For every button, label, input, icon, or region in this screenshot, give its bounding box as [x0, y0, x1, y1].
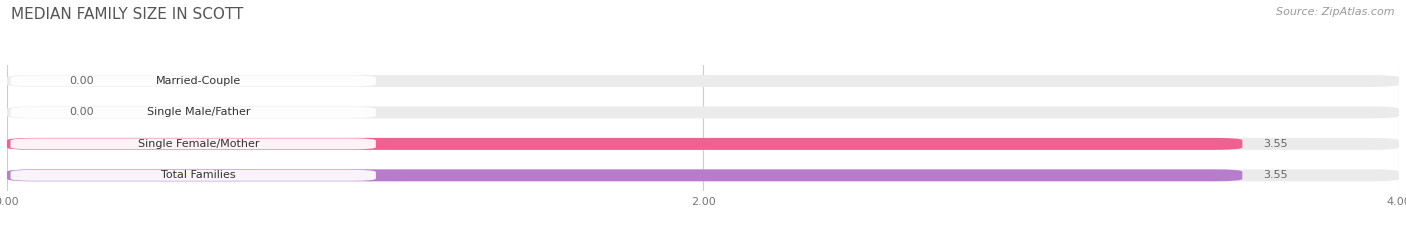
FancyBboxPatch shape: [7, 138, 1399, 150]
FancyBboxPatch shape: [7, 106, 1399, 118]
Text: Single Male/Father: Single Male/Father: [146, 107, 250, 117]
FancyBboxPatch shape: [10, 170, 375, 181]
FancyBboxPatch shape: [7, 138, 1243, 150]
FancyBboxPatch shape: [7, 75, 1399, 87]
FancyBboxPatch shape: [7, 169, 1243, 181]
Text: 3.55: 3.55: [1263, 139, 1288, 149]
Text: Married-Couple: Married-Couple: [156, 76, 240, 86]
FancyBboxPatch shape: [7, 169, 1399, 181]
Text: Source: ZipAtlas.com: Source: ZipAtlas.com: [1277, 7, 1395, 17]
Text: 0.00: 0.00: [70, 107, 94, 117]
FancyBboxPatch shape: [10, 107, 375, 118]
FancyBboxPatch shape: [10, 138, 375, 149]
Text: Total Families: Total Families: [162, 170, 236, 180]
Text: 0.00: 0.00: [70, 76, 94, 86]
Text: 3.55: 3.55: [1263, 170, 1288, 180]
Text: MEDIAN FAMILY SIZE IN SCOTT: MEDIAN FAMILY SIZE IN SCOTT: [11, 7, 243, 22]
FancyBboxPatch shape: [10, 75, 375, 86]
Text: Single Female/Mother: Single Female/Mother: [138, 139, 259, 149]
